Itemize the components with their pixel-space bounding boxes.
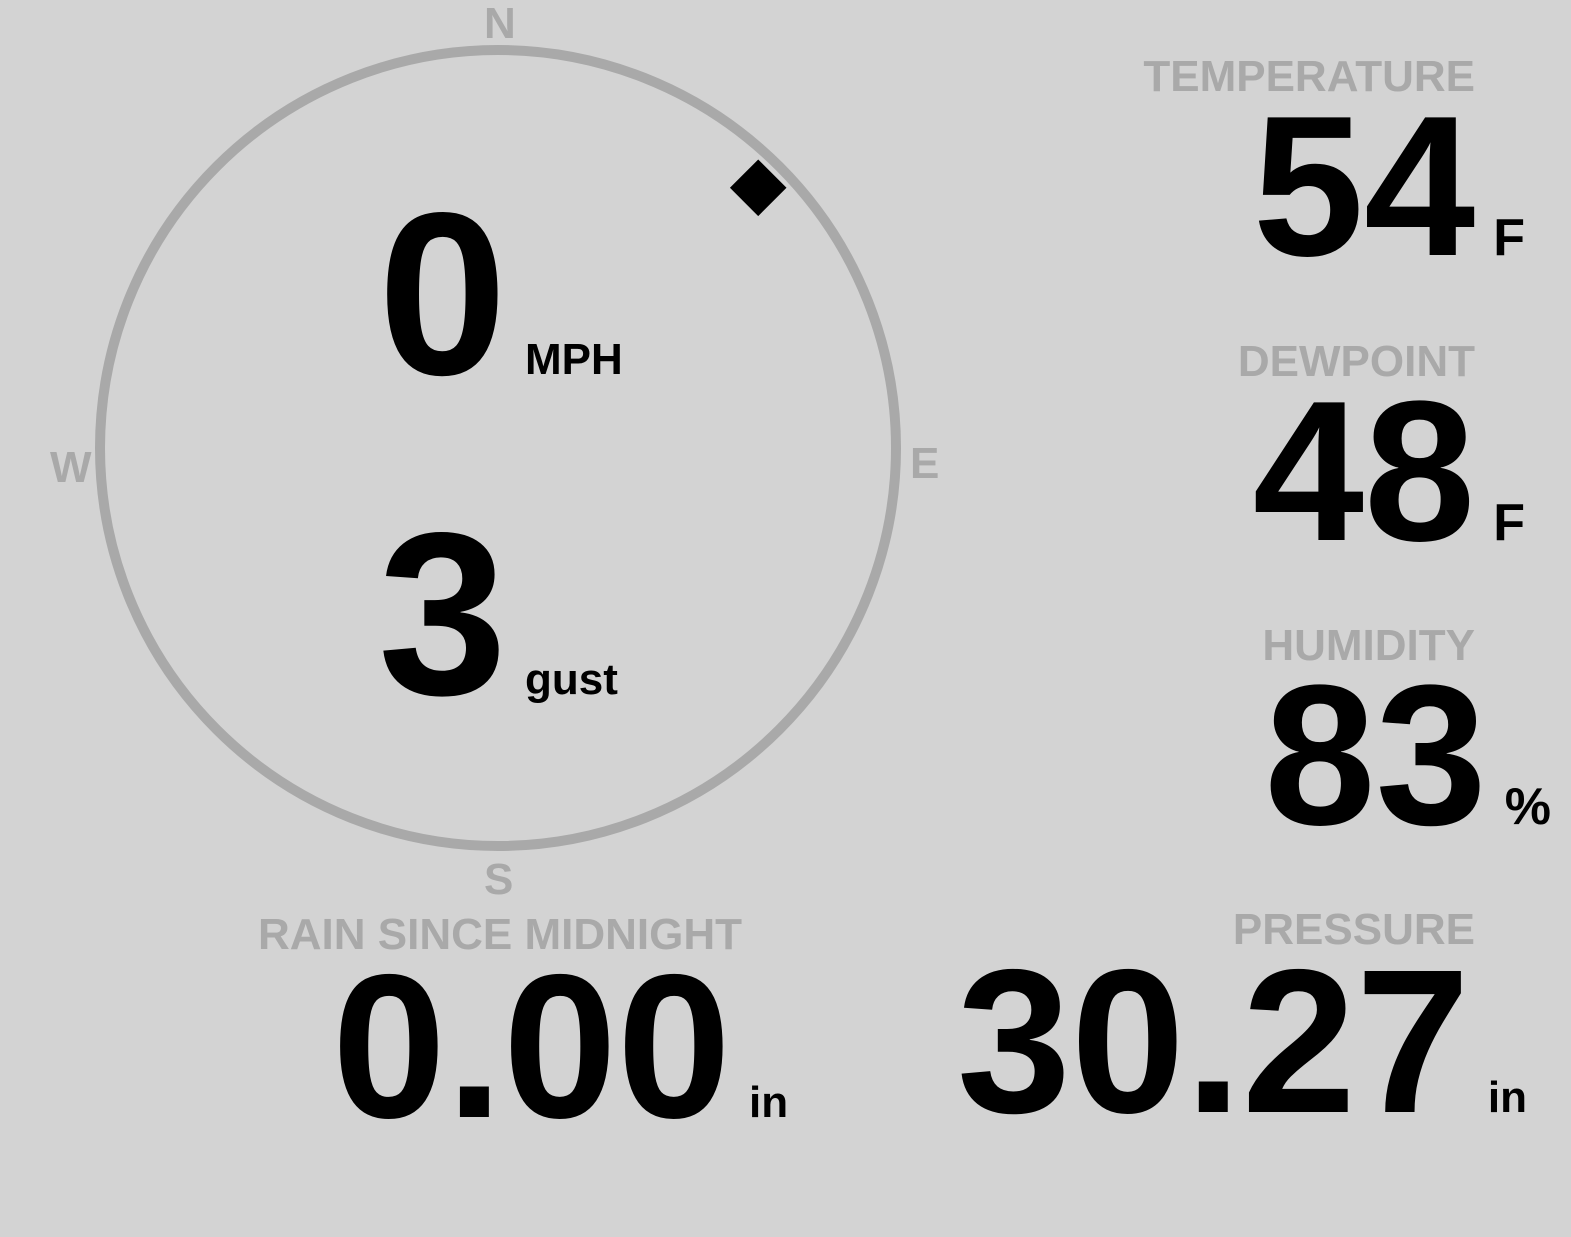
rain-label: RAIN SINCE MIDNIGHT	[258, 910, 742, 959]
rain-card: RAIN SINCE MIDNIGHT 0.00 in	[258, 910, 789, 1161]
wind-speed-value: 0	[378, 165, 508, 424]
wind-compass	[95, 45, 901, 851]
pressure-unit: in	[1487, 1073, 1527, 1122]
temperature-value: 54	[1252, 75, 1476, 298]
dewpoint-label: DEWPOINT	[1237, 337, 1475, 386]
wind-gust-unit: gust	[525, 655, 618, 704]
temperature-card: TEMPERATURE 54 F	[1143, 52, 1525, 298]
pressure-value: 30.27	[956, 927, 1470, 1156]
wind-speed: 0 MPH	[378, 165, 623, 424]
compass-ring	[95, 45, 901, 851]
compass-east: E	[910, 439, 940, 488]
humidity-unit: %	[1504, 778, 1551, 836]
temperature-label: TEMPERATURE	[1143, 52, 1475, 101]
pressure-card: PRESSURE 30.27 in	[956, 905, 1527, 1156]
wind-gust-value: 3	[378, 485, 508, 744]
rain-value: 0.00	[332, 932, 731, 1161]
dewpoint-value: 48	[1252, 360, 1476, 583]
rain-unit: in	[749, 1078, 789, 1127]
dewpoint-unit: F	[1493, 494, 1525, 552]
dewpoint-card: DEWPOINT 48 F	[1237, 337, 1525, 583]
temperature-unit: F	[1493, 209, 1525, 267]
humidity-label: HUMIDITY	[1262, 621, 1475, 670]
humidity-card: HUMIDITY 83 %	[1262, 621, 1551, 867]
pressure-label: PRESSURE	[1232, 905, 1475, 954]
humidity-value: 83	[1264, 644, 1487, 867]
compass-north: N	[484, 0, 516, 48]
compass-west: W	[50, 443, 92, 492]
wind-speed-unit: MPH	[525, 335, 623, 384]
compass-south: S	[484, 855, 514, 904]
wind-gust: 3 gust	[378, 485, 618, 744]
